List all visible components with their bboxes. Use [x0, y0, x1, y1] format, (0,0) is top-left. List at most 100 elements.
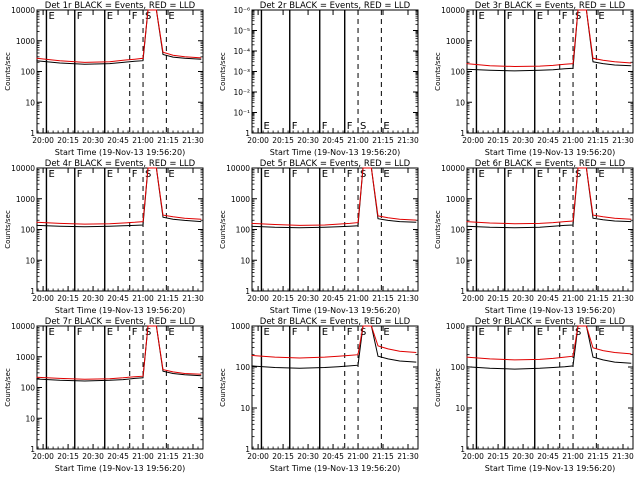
- flag-label: E: [478, 169, 484, 180]
- x-axis-label: Start Time (19-Nov-13 19:56:20): [485, 148, 615, 157]
- x-tick-label: 20:15: [487, 452, 509, 461]
- y-tick-label: 1000: [446, 195, 465, 204]
- y-tick-label: 1: [30, 129, 35, 138]
- y-tick-label: 1: [245, 129, 250, 138]
- flag-label: E: [537, 169, 543, 180]
- flag-label: E: [598, 11, 604, 22]
- x-tick-label: 21:30: [397, 294, 419, 303]
- flag-label: E: [48, 11, 54, 22]
- y-tick-label: 1000: [16, 195, 35, 204]
- x-tick-label: 20:15: [272, 452, 294, 461]
- x-tick-label: 20:00: [462, 136, 484, 145]
- y-tick-label: 10: [25, 414, 35, 423]
- flag-label: F: [77, 327, 83, 338]
- y-axis-label: Counts/sec: [434, 52, 442, 91]
- flag-label: F: [562, 11, 568, 22]
- flag-label: F: [322, 121, 328, 132]
- x-tick-label: 21:15: [372, 452, 394, 461]
- x-tick-label: 20:45: [322, 452, 344, 461]
- plot-frame: [251, 167, 419, 292]
- x-tick-label: 21:15: [372, 294, 394, 303]
- flag-label: E: [107, 169, 113, 180]
- x-tick-label: 21:00: [562, 294, 584, 303]
- series-line-events: [36, 9, 202, 65]
- y-tick-label: 100: [21, 384, 36, 393]
- plot-frame: [466, 167, 634, 292]
- x-tick-label: 21:00: [132, 136, 154, 145]
- x-tick-label: 21:30: [612, 294, 634, 303]
- x-tick-label: 21:30: [182, 136, 204, 145]
- x-tick-label: 20:15: [272, 136, 294, 145]
- flag-label: S: [575, 169, 581, 180]
- panel-det-9: Det 9r BLACK = Events, RED = LLD Counts/s…: [434, 317, 634, 473]
- y-tick-label: 100: [21, 226, 36, 235]
- y-axis-label: Counts/sec: [434, 368, 442, 407]
- x-tick-label: 21:30: [182, 452, 204, 461]
- x-tick-label: 20:15: [57, 452, 79, 461]
- y-tick-label: 10⁻³: [233, 68, 250, 77]
- y-tick-label: 10⁻²: [233, 88, 250, 97]
- flag-label: E: [168, 169, 174, 180]
- y-tick-label: 1: [30, 445, 35, 454]
- x-tick-label: 20:00: [32, 452, 54, 461]
- x-tick-label: 21:30: [397, 452, 419, 461]
- x-tick-label: 20:45: [322, 294, 344, 303]
- x-tick-label: 21:30: [612, 136, 634, 145]
- x-tick-label: 20:00: [32, 294, 54, 303]
- x-axis-label: Start Time (19-Nov-13 19:56:20): [55, 148, 185, 157]
- flag-label: E: [322, 327, 328, 338]
- flag-label: E: [383, 121, 389, 132]
- flag-label: F: [292, 327, 298, 338]
- y-tick-label: 1000: [231, 322, 250, 331]
- series-line-lld: [466, 325, 632, 361]
- y-tick-label: 100: [21, 68, 36, 77]
- flag-label: S: [360, 169, 366, 180]
- plot-frame: [36, 167, 204, 292]
- x-tick-label: 20:45: [537, 452, 559, 461]
- x-tick-label: 21:30: [397, 136, 419, 145]
- flag-label: E: [107, 327, 113, 338]
- x-tick-label: 20:15: [57, 294, 79, 303]
- flag-label: E: [598, 327, 604, 338]
- flag-label: E: [263, 121, 269, 132]
- y-tick-label: 100: [236, 226, 251, 235]
- flag-label: E: [383, 169, 389, 180]
- x-tick-label: 20:45: [537, 294, 559, 303]
- y-tick-label: 1000: [231, 195, 250, 204]
- panel-title: Det 3r BLACK = Events, RED = LLD: [475, 1, 626, 11]
- y-tick-label: 10⁻⁶: [233, 6, 250, 15]
- y-tick-label: 10⁻⁴: [233, 47, 250, 56]
- y-tick-label: 10000: [226, 164, 250, 173]
- x-tick-label: 20:00: [462, 294, 484, 303]
- x-tick-label: 20:15: [487, 294, 509, 303]
- panel-det-3: Det 3r BLACK = Events, RED = LLD Counts/s…: [434, 1, 634, 157]
- x-tick-label: 20:00: [247, 452, 269, 461]
- flag-label: E: [168, 327, 174, 338]
- flag-label: F: [77, 169, 83, 180]
- y-tick-label: 10000: [11, 322, 35, 331]
- panel-title: Det 4r BLACK = Events, RED = LLD: [45, 159, 196, 169]
- x-tick-label: 21:15: [157, 294, 179, 303]
- x-tick-label: 20:45: [322, 136, 344, 145]
- x-tick-label: 21:15: [157, 452, 179, 461]
- series-line-lld: [36, 325, 202, 380]
- y-tick-label: 10⁻¹: [233, 109, 250, 118]
- y-tick-label: 10: [25, 256, 35, 265]
- y-tick-label: 1: [245, 287, 250, 296]
- x-axis-label: Start Time (19-Nov-13 19:56:20): [270, 464, 400, 473]
- x-tick-label: 20:30: [82, 294, 104, 303]
- plot-frame: [466, 9, 634, 134]
- x-axis-label: Start Time (19-Nov-13 19:56:20): [485, 306, 615, 315]
- flag-label: F: [292, 121, 298, 132]
- x-tick-label: 20:30: [512, 452, 534, 461]
- x-tick-label: 21:00: [347, 294, 369, 303]
- plot-frame: [466, 325, 634, 450]
- flag-label: F: [562, 169, 568, 180]
- y-tick-label: 100: [236, 363, 251, 372]
- y-tick-label: 10: [455, 404, 465, 413]
- y-tick-label: 10000: [441, 164, 465, 173]
- panel-det-6: Det 6r BLACK = Events, RED = LLD Counts/s…: [434, 159, 634, 315]
- flag-label: F: [132, 169, 138, 180]
- x-tick-label: 21:00: [562, 136, 584, 145]
- series-line-events: [466, 167, 632, 229]
